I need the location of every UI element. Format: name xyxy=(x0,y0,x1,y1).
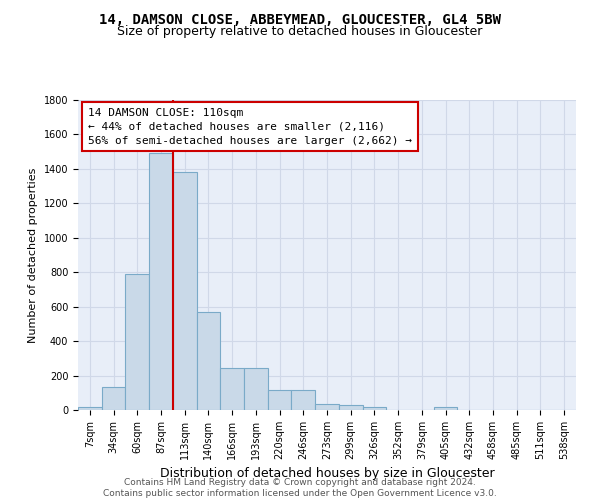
Bar xyxy=(292,390,315,410)
Text: 14, DAMSON CLOSE, ABBEYMEAD, GLOUCESTER, GL4 5BW: 14, DAMSON CLOSE, ABBEYMEAD, GLOUCESTER,… xyxy=(99,12,501,26)
Text: Size of property relative to detached houses in Gloucester: Size of property relative to detached ho… xyxy=(118,25,482,38)
Y-axis label: Number of detached properties: Number of detached properties xyxy=(28,168,38,342)
Bar xyxy=(197,312,220,410)
Bar xyxy=(78,406,102,410)
Bar xyxy=(315,404,339,410)
Text: Contains HM Land Registry data © Crown copyright and database right 2024.
Contai: Contains HM Land Registry data © Crown c… xyxy=(103,478,497,498)
Bar xyxy=(362,406,386,410)
Bar xyxy=(220,368,244,410)
X-axis label: Distribution of detached houses by size in Gloucester: Distribution of detached houses by size … xyxy=(160,468,494,480)
Bar xyxy=(173,172,197,410)
Bar xyxy=(125,274,149,410)
Bar xyxy=(149,154,173,410)
Bar xyxy=(434,406,457,410)
Bar xyxy=(102,387,125,410)
Bar xyxy=(244,368,268,410)
Text: 14 DAMSON CLOSE: 110sqm
← 44% of detached houses are smaller (2,116)
56% of semi: 14 DAMSON CLOSE: 110sqm ← 44% of detache… xyxy=(88,108,412,146)
Bar xyxy=(339,405,362,410)
Bar xyxy=(268,390,292,410)
